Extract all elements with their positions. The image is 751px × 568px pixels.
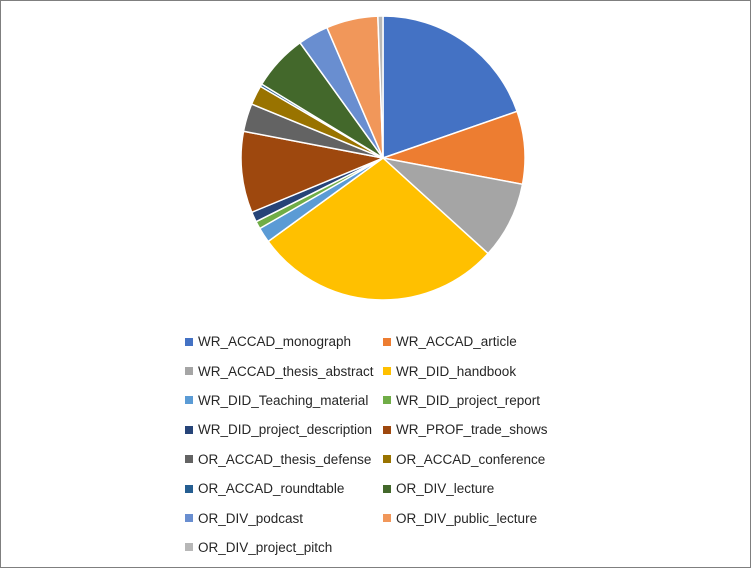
legend-label: OR_ACCAD_thesis_defense [198,451,372,467]
legend-swatch [185,484,193,493]
legend-label: OR_DIV_public_lecture [396,510,538,526]
legend-label: OR_ACCAD_roundtable [198,481,345,497]
legend-swatch [383,367,391,376]
legend-swatch [383,484,391,493]
legend-item: OR_DIV_lecture [383,474,573,503]
legend-item: WR_DID_project_report [383,386,573,415]
legend-label: OR_DIV_lecture [396,481,495,497]
legend-swatch [185,425,193,434]
legend-item: WR_DID_Teaching_material [185,386,383,415]
legend-item: OR_ACCAD_thesis_defense [185,445,383,474]
legend-label: WR_DID_project_description [198,422,373,438]
legend-item: OR_ACCAD_conference [383,445,573,474]
legend-label: WR_DID_project_report [396,392,541,408]
pie-slice-OR_DIV_project_pitch [377,15,384,159]
legend-item: WR_ACCAD_article [383,327,573,356]
legend-label: WR_DID_Teaching_material [198,392,369,408]
legend-item: OR_DIV_project_pitch [185,533,383,562]
pie-slice-WR_DID_handbook [267,157,489,301]
legend-swatch [185,396,193,405]
legend-swatch [383,455,391,464]
legend-swatch [383,514,391,523]
legend-label: WR_DID_handbook [396,363,517,379]
legend-item: WR_PROF_trade_shows [383,415,573,444]
legend-item: WR_ACCAD_monograph [185,327,383,356]
legend-swatch [185,367,193,376]
legend-item: WR_DID_project_description [185,415,383,444]
legend-item: WR_ACCAD_thesis_abstract [185,356,383,385]
legend-label: WR_ACCAD_monograph [198,334,352,350]
legend-item: WR_DID_handbook [383,356,573,385]
legend-swatch [185,337,193,346]
legend-item: OR_ACCAD_roundtable [185,474,383,503]
legend-swatch [383,337,391,346]
legend-label: WR_PROF_trade_shows [396,422,548,438]
legend-swatch [185,455,193,464]
legend-swatch [185,514,193,523]
legend-item: OR_DIV_public_lecture [383,503,573,532]
legend-swatch [383,396,391,405]
legend-label: OR_DIV_project_pitch [198,539,333,555]
legend-label: WR_ACCAD_article [396,334,517,350]
legend-label: OR_ACCAD_conference [396,451,546,467]
legend: WR_ACCAD_monograph WR_ACCAD_article WR_ACC… [185,327,573,562]
legend-swatch [383,425,391,434]
legend-swatch [185,543,193,552]
legend-label: WR_ACCAD_thesis_abstract [198,363,374,379]
legend-item: OR_DIV_podcast [185,503,383,532]
legend-label: OR_DIV_podcast [198,510,304,526]
